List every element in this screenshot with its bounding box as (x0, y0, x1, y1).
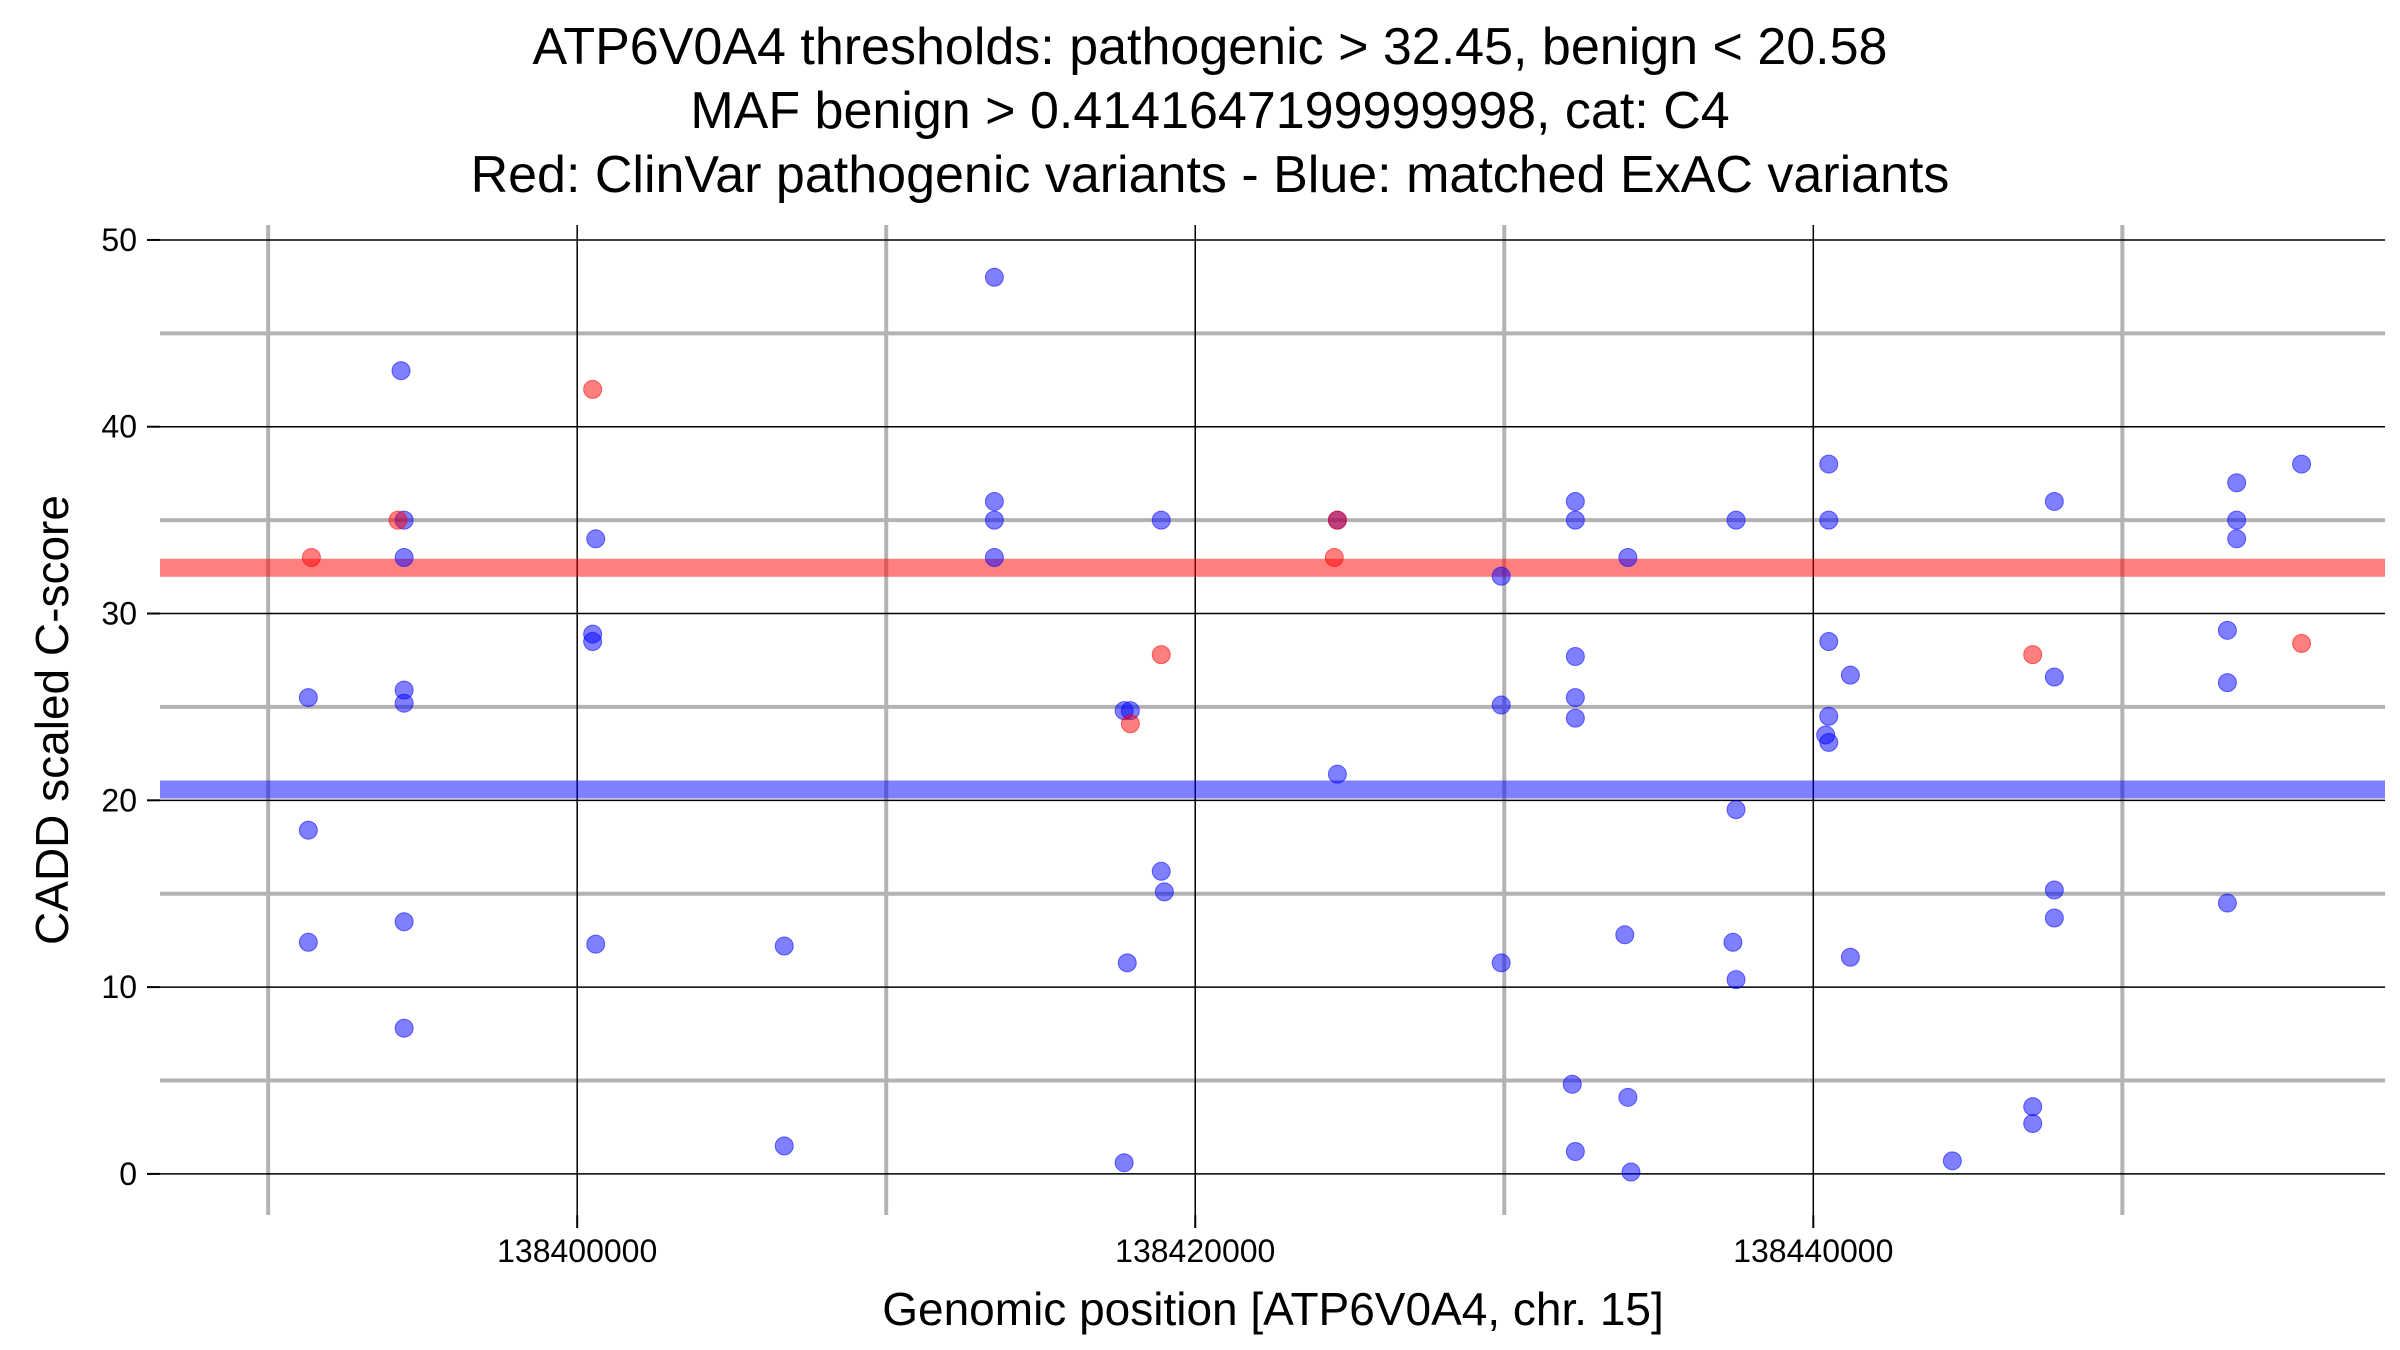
data-point (984, 547, 1004, 567)
data-point (1819, 454, 1839, 474)
data-point (1327, 510, 1347, 530)
data-point (2044, 667, 2064, 687)
data-point (1562, 1074, 1582, 1094)
data-point (2217, 893, 2237, 913)
data-point (1491, 566, 1511, 586)
chart-title: ATP6V0A4 thresholds: pathogenic > 32.45,… (471, 18, 1950, 204)
data-point (1618, 1087, 1638, 1107)
data-point (298, 932, 318, 952)
y-tick-label: 50 (101, 222, 137, 258)
data-point (1726, 970, 1746, 990)
data-point (1621, 1162, 1641, 1182)
data-point (1726, 800, 1746, 820)
data-point (298, 688, 318, 708)
data-point (394, 1018, 414, 1038)
data-point (1819, 732, 1839, 752)
data-point (1726, 510, 1746, 530)
data-point (586, 529, 606, 549)
data-points (298, 267, 2312, 1182)
data-point (2292, 454, 2312, 474)
data-point (1615, 925, 1635, 945)
data-point (2023, 1097, 2043, 1117)
title-line-3: Red: ClinVar pathogenic variants - Blue:… (471, 146, 1950, 204)
data-point (2217, 673, 2237, 693)
data-point (1565, 1141, 1585, 1161)
y-tick-label: 30 (101, 596, 137, 632)
data-point (1618, 547, 1638, 567)
data-point (2217, 620, 2237, 640)
x-tick-label: 138420000 (1115, 1233, 1275, 1269)
data-point (1324, 547, 1344, 567)
data-point (2044, 908, 2064, 928)
data-point (1565, 646, 1585, 666)
data-point (391, 361, 411, 381)
data-point (1491, 953, 1511, 973)
data-point (2227, 473, 2247, 493)
data-point (1120, 714, 1140, 734)
data-point (1565, 491, 1585, 511)
data-point (1117, 953, 1137, 973)
y-tick-label: 40 (101, 409, 137, 445)
y-tick-label: 10 (101, 969, 137, 1005)
data-point (394, 547, 414, 567)
data-point (1151, 510, 1171, 530)
data-point (1151, 645, 1171, 665)
data-point (1565, 688, 1585, 708)
y-axis-ticks: 0 10 20 30 40 50 (101, 222, 160, 1192)
title-line-1: ATP6V0A4 thresholds: pathogenic > 32.45,… (533, 18, 1888, 76)
data-point (1154, 882, 1174, 902)
data-point (1819, 510, 1839, 530)
data-point (1565, 510, 1585, 530)
data-point (388, 510, 408, 530)
data-point (984, 510, 1004, 530)
data-point (774, 936, 794, 956)
data-point (1942, 1151, 1962, 1171)
data-point (1114, 1153, 1134, 1173)
data-point (301, 547, 321, 567)
x-tick-label: 138440000 (1733, 1233, 1893, 1269)
y-tick-label: 20 (101, 782, 137, 818)
x-axis-ticks: 138400000 138420000 138440000 (497, 1215, 1893, 1269)
data-point (1819, 706, 1839, 726)
data-point (774, 1136, 794, 1156)
data-point (583, 379, 603, 399)
data-point (2044, 491, 2064, 511)
x-tick-label: 138400000 (497, 1233, 657, 1269)
data-point (1491, 695, 1511, 715)
title-line-2: MAF benign > 0.4141647199999998, cat: C4 (690, 82, 1729, 140)
data-point (1565, 708, 1585, 728)
data-point (984, 267, 1004, 287)
data-point (2292, 633, 2312, 653)
data-point (394, 912, 414, 932)
data-point (1840, 947, 1860, 967)
data-point (984, 491, 1004, 511)
data-point (2227, 529, 2247, 549)
data-point (1819, 632, 1839, 652)
data-point (2023, 1113, 2043, 1133)
data-point (1151, 861, 1171, 881)
data-point (298, 820, 318, 840)
data-point (586, 934, 606, 954)
data-point (1840, 665, 1860, 685)
threshold-lines (160, 558, 2385, 799)
grid (160, 225, 2385, 1215)
data-point (583, 632, 603, 652)
data-point (394, 693, 414, 713)
data-point (2023, 645, 2043, 665)
data-point (1327, 764, 1347, 784)
y-tick-label: 0 (119, 1156, 137, 1192)
x-axis-title: Genomic position [ATP6V0A4, chr. 15] (882, 1283, 1664, 1335)
data-point (2227, 510, 2247, 530)
y-axis-title: CADD scaled C-score (26, 495, 78, 945)
data-point (1723, 932, 1743, 952)
data-point (2044, 880, 2064, 900)
